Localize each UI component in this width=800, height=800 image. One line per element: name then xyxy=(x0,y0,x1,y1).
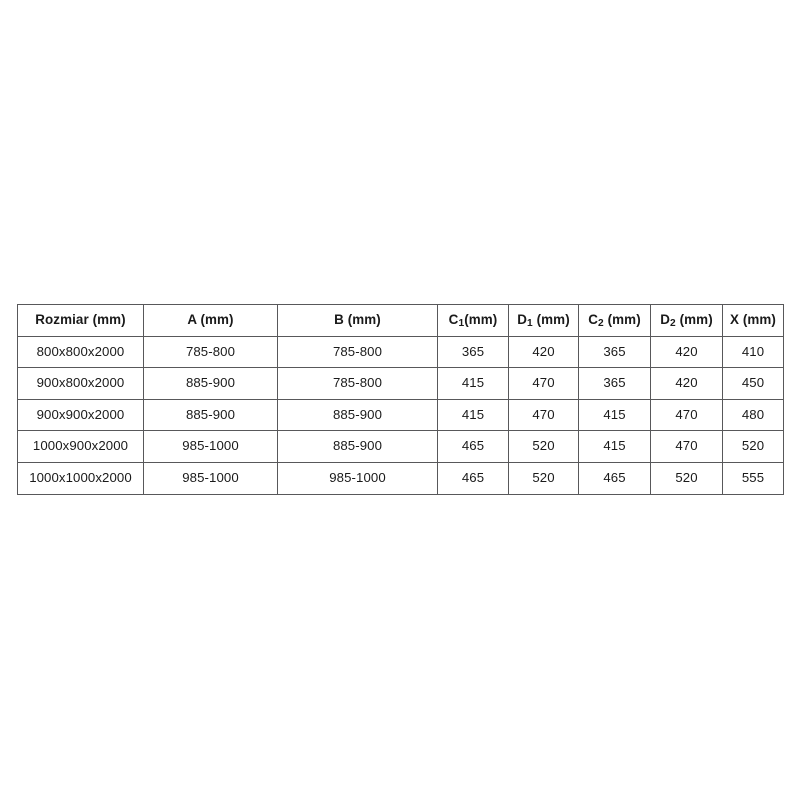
cell-b: 885-900 xyxy=(277,398,438,432)
cell-x: 555 xyxy=(722,461,784,495)
cell-x: 450 xyxy=(722,367,784,400)
cell-size: 1000x1000x2000 xyxy=(17,461,144,495)
cell-c2: 365 xyxy=(578,335,651,369)
cell-d2: 420 xyxy=(650,367,723,400)
cell-d2: 420 xyxy=(650,335,723,369)
cell-c2: 465 xyxy=(578,461,651,495)
column-header-d1: D1 (mm) xyxy=(508,304,579,337)
column-header-c2-unit: (mm) xyxy=(603,311,641,327)
table-row: 900x900x2000 885-900 885-900 415 470 415 470 48… xyxy=(17,398,784,432)
column-header-b-label: B (mm) xyxy=(334,311,381,327)
column-header-a-label: A (mm) xyxy=(187,311,234,327)
cell-x: 410 xyxy=(722,335,784,369)
cell-d1: 420 xyxy=(508,335,579,369)
column-header-d1-unit: (mm) xyxy=(532,311,570,327)
cell-size: 900x800x2000 xyxy=(17,367,144,400)
cell-b: 785-800 xyxy=(277,335,438,369)
column-header-d2-symbol: D xyxy=(660,311,671,327)
cell-b: 885-900 xyxy=(277,430,438,463)
column-header-c1-subscript: 1 xyxy=(458,318,465,330)
cell-size: 1000x900x2000 xyxy=(17,430,144,463)
cell-b: 985-1000 xyxy=(277,461,438,495)
column-header-d1-symbol: D xyxy=(517,311,528,327)
cell-d1: 470 xyxy=(508,367,579,400)
table-header: Rozmiar (mm) A (mm) B (mm) C1(mm) D1 (mm… xyxy=(17,304,784,337)
cell-c1: 465 xyxy=(437,461,509,495)
column-header-size-label: Rozmiar (mm) xyxy=(35,311,126,327)
cell-a: 885-900 xyxy=(143,398,278,432)
column-header-d2: D2 (mm) xyxy=(650,304,723,337)
column-header-c1: C1(mm) xyxy=(437,304,509,337)
table-row: 900x800x2000 885-900 785-800 415 470 365 420 45… xyxy=(17,367,784,400)
column-header-size: Rozmiar (mm) xyxy=(17,304,144,337)
cell-c2: 415 xyxy=(578,398,651,432)
cell-a: 785-800 xyxy=(143,335,278,369)
cell-x: 480 xyxy=(722,398,784,432)
table-header-row: Rozmiar (mm) A (mm) B (mm) C1(mm) D1 (mm… xyxy=(17,304,784,337)
cell-c1: 415 xyxy=(437,367,509,400)
cell-size: 900x900x2000 xyxy=(17,398,144,432)
cell-d2: 470 xyxy=(650,430,723,463)
cell-d1: 470 xyxy=(508,398,579,432)
cell-a: 885-900 xyxy=(143,367,278,400)
column-header-c2-symbol: C xyxy=(588,311,599,327)
column-header-b: B (mm) xyxy=(277,304,438,337)
cell-d2: 520 xyxy=(650,461,723,495)
table-row: 1000x900x2000 985-1000 885-900 465 520 415 470… xyxy=(17,430,784,463)
column-header-x-label: X (mm) xyxy=(730,311,776,327)
column-header-d1-subscript: 1 xyxy=(527,318,533,330)
column-header-d2-unit: (mm) xyxy=(675,311,713,327)
cell-c1: 415 xyxy=(437,398,509,432)
cell-c2: 415 xyxy=(578,430,651,463)
specification-table-container: Rozmiar (mm) A (mm) B (mm) C1(mm) D1 (mm… xyxy=(17,304,784,495)
cell-d2: 470 xyxy=(650,398,723,432)
cell-b: 785-800 xyxy=(277,367,438,400)
column-header-d2-subscript: 2 xyxy=(670,318,676,330)
column-header-c2: C2 (mm) xyxy=(578,304,651,337)
table-body: 800x800x2000 785-800 785-800 365 420 365 420 41… xyxy=(17,335,784,495)
cell-c1: 465 xyxy=(437,430,509,463)
cell-a: 985-1000 xyxy=(143,430,278,463)
cell-size: 800x800x2000 xyxy=(17,335,144,369)
cell-a: 985-1000 xyxy=(143,461,278,495)
dimensions-table: Rozmiar (mm) A (mm) B (mm) C1(mm) D1 (mm… xyxy=(17,304,784,495)
cell-d1: 520 xyxy=(508,430,579,463)
table-row: 1000x1000x2000 985-1000 985-1000 465 520 465 5… xyxy=(17,461,784,495)
column-header-x: X (mm) xyxy=(722,304,784,337)
column-header-c1-unit: (mm) xyxy=(464,311,498,327)
cell-c2: 365 xyxy=(578,367,651,400)
column-header-c2-subscript: 2 xyxy=(598,318,604,330)
table-row: 800x800x2000 785-800 785-800 365 420 365 420 41… xyxy=(17,335,784,369)
cell-x: 520 xyxy=(722,430,784,463)
cell-c1: 365 xyxy=(437,335,509,369)
column-header-a: A (mm) xyxy=(143,304,278,337)
cell-d1: 520 xyxy=(508,461,579,495)
column-header-c1-symbol: C xyxy=(448,311,459,327)
